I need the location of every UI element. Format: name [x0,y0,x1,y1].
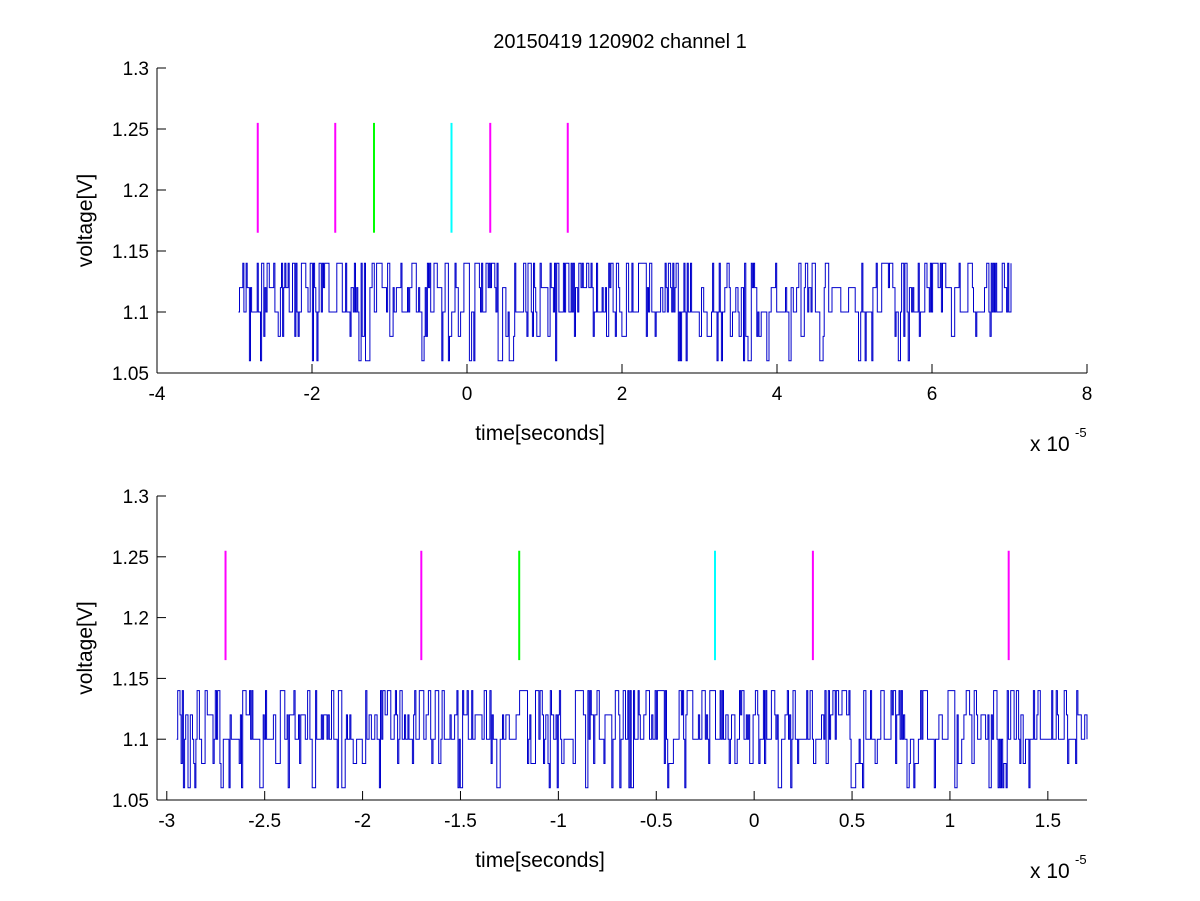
y-axis-title: voltage[V] [74,601,97,694]
top-plot: 1.05 1.1 1.15 1.2 1.25 1.3 -4 -2 0 2 4 6 8 time[secon… [74,59,1092,456]
x-tick-label: -0.5 [640,811,673,832]
x-tick-label: 2 [617,384,628,405]
x-tick-label: 0 [462,384,473,405]
y-tick-label: 1.05 [112,791,149,812]
x-axis-title: time[seconds] [475,849,605,872]
x-tick-label: -2.5 [248,811,281,832]
x-tick-label: -1.5 [444,811,477,832]
x-tick-label: -2 [304,384,321,405]
y-axis-title: voltage[V] [74,174,97,267]
x-tick-label: 4 [772,384,783,405]
y-tick-label: 1.3 [123,59,149,80]
x-tick-label: 6 [927,384,938,405]
x-tick-label: -2 [354,811,371,832]
x-tick-label: -3 [158,811,175,832]
x-tick-label: 0.5 [839,811,865,832]
y-tick-label: 1.3 [123,487,149,508]
x-scale-exponent: -5 [1075,852,1087,867]
figure-title: 20150419 120902 channel 1 [493,31,747,53]
y-tick-label: 1.1 [123,730,149,751]
y-tick-label: 1.25 [112,548,149,569]
y-tick-label: 1.2 [123,609,149,630]
x-scale-label: x 10 [1030,433,1070,456]
x-tick-label: -4 [149,384,166,405]
y-tick-label: 1.15 [112,242,149,263]
bottom-plot: 1.05 1.1 1.15 1.2 1.25 1.3 -3 -2.5 -2 -1.5 -1 -0.5 0… [74,487,1088,883]
x-tick-label: -1 [550,811,567,832]
signal-trace [238,262,1012,362]
x-tick-label: 1 [945,811,956,832]
y-tick-label: 1.15 [112,669,149,690]
x-tick-label: 1.5 [1035,811,1061,832]
x-tick-label: 8 [1082,384,1093,405]
x-tick-label: 0 [749,811,760,832]
y-tick-label: 1.25 [112,120,149,141]
y-tick-label: 1.1 [123,303,149,324]
y-tick-label: 1.2 [123,181,149,202]
signal-trace [176,690,1088,789]
x-axis-title: time[seconds] [475,422,605,445]
x-scale-label: x 10 [1030,860,1070,883]
y-tick-label: 1.05 [112,364,149,385]
x-scale-exponent: -5 [1075,425,1087,440]
